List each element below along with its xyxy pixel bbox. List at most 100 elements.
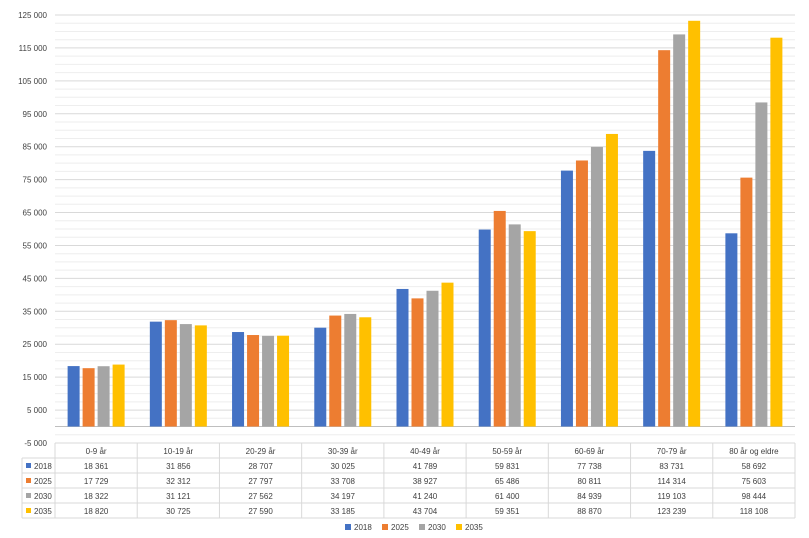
- bar-2035: [359, 317, 372, 427]
- x-category-label: 0-9 år: [86, 447, 107, 456]
- table-legend-key: [26, 478, 31, 483]
- legend-label: 2030: [428, 523, 446, 532]
- legend-label: 2025: [391, 523, 409, 532]
- table-value: 41 240: [413, 492, 438, 501]
- table-value: 77 738: [577, 462, 602, 471]
- table-value: 30 025: [331, 462, 356, 471]
- bar-2030: [344, 313, 357, 427]
- x-category-label: 20-29 år: [246, 447, 276, 456]
- y-tick-label: 125 000: [18, 11, 47, 20]
- bar-2025: [247, 335, 260, 427]
- table-series-name: 2025: [34, 477, 52, 486]
- table-series-name: 2035: [34, 507, 52, 516]
- legend-label: 2018: [354, 523, 372, 532]
- bar-2035: [770, 37, 783, 427]
- table-value: 33 185: [331, 507, 356, 516]
- x-category-label: 50-59 år: [492, 447, 522, 456]
- bar-2018: [725, 233, 738, 427]
- x-category-label: 40-49 år: [410, 447, 440, 456]
- bar-2035: [523, 231, 536, 427]
- y-tick-label: 95 000: [23, 110, 48, 119]
- y-tick-label: 25 000: [23, 340, 48, 349]
- legend: 2018 2025 2030 2035: [345, 523, 483, 532]
- y-tick-label: 35 000: [23, 307, 48, 316]
- y-tick-label: 5 000: [27, 406, 48, 415]
- y-tick-label: 45 000: [23, 274, 48, 283]
- bar-2030: [755, 102, 768, 427]
- bar-2018: [232, 332, 245, 427]
- bar-2018: [67, 366, 80, 427]
- x-category-label: 30-39 år: [328, 447, 358, 456]
- table-value: 31 856: [166, 462, 191, 471]
- table-value: 27 562: [248, 492, 273, 501]
- table-value: 61 400: [495, 492, 520, 501]
- gridlines: [55, 14, 795, 444]
- data-table: 0-9 år 10-19 år 20-29 år 30-39 år 40-49 år 50…: [21, 442, 796, 519]
- table-value: 27 797: [248, 477, 273, 486]
- bar-2025: [740, 177, 753, 427]
- table-value: 118 108: [740, 507, 769, 516]
- table-value: 84 939: [577, 492, 602, 501]
- bar-2035: [277, 335, 290, 427]
- table-series-name: 2030: [34, 492, 52, 501]
- bar-2030: [97, 366, 110, 427]
- table-value: 17 729: [84, 477, 109, 486]
- legend-key: [382, 524, 388, 530]
- bar-2030: [179, 324, 192, 427]
- y-tick-label: 65 000: [23, 209, 48, 218]
- bar-2035: [194, 325, 207, 427]
- table-value: 32 312: [166, 477, 191, 486]
- table-value: 98 444: [742, 492, 767, 501]
- bar-2025: [329, 315, 342, 427]
- bar-2030: [262, 335, 275, 427]
- table-value: 123 239: [657, 507, 686, 516]
- table-series-name: 2018: [34, 462, 52, 471]
- table-value: 33 708: [331, 477, 356, 486]
- table-value: 18 322: [84, 492, 109, 501]
- table-value: 27 590: [248, 507, 273, 516]
- table-value: 80 811: [578, 477, 602, 486]
- bar-2030: [590, 146, 603, 427]
- bar-2035: [441, 282, 454, 427]
- x-category-label: 10-19 år: [163, 447, 193, 456]
- table-value: 59 351: [495, 507, 520, 516]
- table-legend-key: [26, 508, 31, 513]
- table-legend-key: [26, 493, 31, 498]
- table-value: 28 707: [248, 462, 273, 471]
- table-value: 43 704: [413, 507, 438, 516]
- bar-2035: [605, 133, 618, 427]
- bar-2018: [314, 327, 327, 427]
- table-value: 34 197: [331, 492, 356, 501]
- y-axis-ticks: -5 000 5 000 15 000 25 000 35 000 45 000 55 00…: [18, 11, 47, 448]
- table-value: 58 692: [742, 462, 767, 471]
- bar-2030: [508, 224, 521, 427]
- y-tick-label: 15 000: [23, 373, 48, 382]
- table-value: 41 789: [413, 462, 438, 471]
- x-category-label: 60-69 år: [575, 447, 605, 456]
- y-tick-label: 55 000: [23, 241, 48, 250]
- y-tick-label: -5 000: [24, 439, 47, 448]
- bar-2025: [493, 210, 506, 427]
- bar-2018: [560, 170, 573, 427]
- y-tick-label: 115 000: [19, 44, 48, 53]
- x-category-label: 80 år og eldre: [729, 447, 779, 456]
- bar-2018: [149, 321, 162, 427]
- bar-2018: [396, 288, 409, 427]
- bar-2018: [478, 229, 491, 427]
- table-value: 31 121: [166, 492, 191, 501]
- table-value: 83 731: [659, 462, 684, 471]
- x-category-label: 70-79 år: [657, 447, 687, 456]
- bars: [67, 20, 783, 427]
- y-tick-label: 75 000: [23, 176, 48, 185]
- bar-2035: [112, 364, 125, 427]
- y-tick-label: 85 000: [23, 143, 48, 152]
- table-value: 119 103: [658, 492, 687, 501]
- table-value: 88 870: [577, 507, 602, 516]
- table-value: 30 725: [166, 507, 191, 516]
- bar-2025: [575, 160, 588, 427]
- table-value: 114 314: [658, 477, 687, 486]
- legend-key: [345, 524, 351, 530]
- bar-2030: [426, 290, 439, 427]
- table-value: 75 603: [742, 477, 767, 486]
